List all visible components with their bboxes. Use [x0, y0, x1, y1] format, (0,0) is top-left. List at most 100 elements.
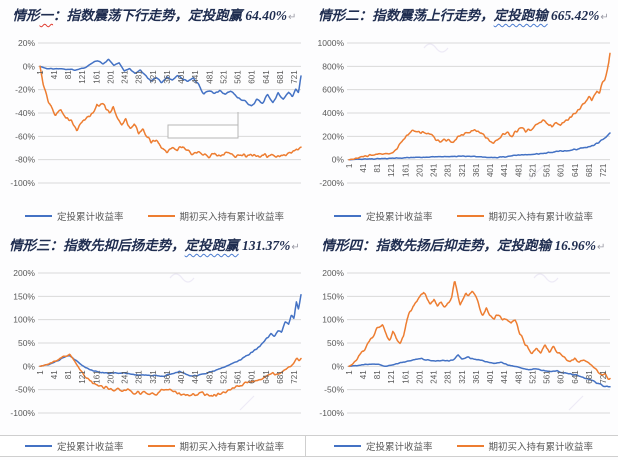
- svg-text:521: 521: [219, 70, 228, 84]
- svg-text:161: 161: [401, 370, 410, 384]
- eol-mark: ↵: [597, 242, 606, 253]
- title-segment: 一: [39, 8, 54, 23]
- legend-item-dca: 定投累计收益率: [24, 209, 124, 223]
- legend-line-swatch-blue: [24, 445, 52, 447]
- svg-text:150%: 150%: [322, 291, 344, 301]
- legend-label: 期初买入持有累计收益率: [179, 442, 285, 453]
- svg-text:1: 1: [345, 163, 354, 168]
- line-chart-scenario-1: 20% 0% -20% -40% -60% -80% -100% 1 41 81 121 161 201…: [10, 38, 302, 188]
- svg-text:201: 201: [106, 70, 115, 84]
- svg-text:641: 641: [262, 370, 271, 384]
- svg-text:561: 561: [543, 370, 552, 384]
- svg-text:401: 401: [177, 70, 186, 84]
- svg-text:601: 601: [557, 163, 566, 177]
- svg-text:361: 361: [472, 370, 481, 384]
- svg-text:81: 81: [373, 163, 382, 172]
- svg-text:481: 481: [205, 70, 214, 84]
- legend-label: 期初买入持有累计收益率: [488, 442, 594, 453]
- svg-text:241: 241: [430, 163, 439, 177]
- svg-text:441: 441: [191, 370, 200, 384]
- svg-text:361: 361: [472, 163, 481, 177]
- svg-text:281: 281: [135, 370, 144, 384]
- legend-item-buyhold: 期初买入持有累计收益率: [147, 439, 285, 453]
- svg-text:521: 521: [528, 370, 537, 384]
- legend-label: 期初买入持有累计收益率: [179, 212, 285, 223]
- svg-text:641: 641: [262, 70, 271, 84]
- svg-text:-50%: -50%: [324, 385, 344, 395]
- svg-text:281: 281: [444, 163, 453, 177]
- eol-mark: ↵: [288, 12, 297, 23]
- svg-text:-40%: -40%: [15, 108, 35, 118]
- svg-text:161: 161: [92, 70, 101, 84]
- svg-text:281: 281: [444, 370, 453, 384]
- chart-legend: 定投累计收益率 期初买入持有累计收益率: [0, 432, 314, 460]
- chart-legend: 定投累计收益率 期初买入持有累计收益率: [0, 202, 309, 230]
- svg-text:1: 1: [345, 370, 354, 375]
- line-chart-scenario-2: 1000% 800% 600% 400% 200% 0% -200% 1 41 81 121 161 2…: [318, 38, 611, 188]
- panel-scenario-2: 情形二：指数震荡上行走势，定投跑输 665.42%↵ 1000% 800% 600%…: [309, 0, 618, 230]
- svg-text:-200%: -200%: [319, 178, 344, 188]
- svg-text:121: 121: [78, 370, 87, 384]
- svg-text:401: 401: [486, 163, 495, 177]
- legend-line-swatch-blue: [333, 215, 361, 217]
- svg-text:521: 521: [528, 163, 537, 177]
- svg-text:321: 321: [458, 370, 467, 384]
- legend-label: 定投累计收益率: [365, 212, 433, 223]
- panel-title: 情形一：指数震荡下行走势，定投跑赢 64.40%↵: [0, 0, 309, 30]
- svg-text:41: 41: [359, 163, 368, 172]
- title-segment: 定投跑输: [493, 8, 548, 23]
- svg-text:721: 721: [599, 163, 608, 177]
- svg-text:-100%: -100%: [10, 408, 35, 418]
- svg-text:281: 281: [135, 70, 144, 84]
- svg-text:1: 1: [36, 370, 45, 375]
- svg-text:100%: 100%: [322, 315, 344, 325]
- svg-text:150%: 150%: [13, 291, 35, 301]
- svg-text:561: 561: [543, 163, 552, 177]
- svg-text:561: 561: [234, 70, 243, 84]
- svg-text:100%: 100%: [13, 315, 35, 325]
- svg-text:401: 401: [486, 370, 495, 384]
- svg-text:361: 361: [163, 370, 172, 384]
- svg-text:721: 721: [599, 370, 608, 384]
- svg-text:481: 481: [205, 370, 214, 384]
- svg-text:0%: 0%: [23, 361, 36, 371]
- svg-text:1: 1: [36, 70, 45, 75]
- eol-mark: ↵: [600, 12, 609, 23]
- chart-legend: 定投累计收益率 期初买入持有累计收益率: [304, 432, 618, 460]
- legend-item-dca: 定投累计收益率: [333, 209, 433, 223]
- svg-text:600%: 600%: [322, 85, 344, 95]
- svg-text:441: 441: [500, 163, 509, 177]
- title-segment: 131.37%: [238, 238, 291, 253]
- svg-text:20%: 20%: [18, 38, 35, 48]
- svg-text:241: 241: [121, 370, 130, 384]
- svg-text:121: 121: [78, 70, 87, 84]
- title-segment: 情形: [12, 8, 40, 23]
- legend-item-buyhold: 期初买入持有累计收益率: [456, 439, 594, 453]
- svg-text:50%: 50%: [327, 338, 344, 348]
- svg-text:1000%: 1000%: [318, 38, 345, 48]
- svg-text:201: 201: [415, 370, 424, 384]
- legend-line-swatch-orange: [456, 215, 484, 217]
- svg-text:0%: 0%: [332, 361, 345, 371]
- line-chart-scenario-3: 200% 150% 100% 50% 0% -50% -100% 1 41 81 121 161 201…: [10, 268, 302, 418]
- svg-text:321: 321: [149, 70, 158, 84]
- svg-text:41: 41: [50, 70, 59, 79]
- title-segment: ：指数震荡下行走势，定投跑赢 64.40%: [53, 8, 288, 23]
- legend-line-swatch-blue: [24, 215, 52, 217]
- svg-text:200%: 200%: [13, 268, 35, 278]
- svg-text:721: 721: [290, 70, 299, 84]
- svg-text:-80%: -80%: [15, 155, 35, 165]
- legend-item-dca: 定投累计收益率: [333, 439, 433, 453]
- svg-text:201: 201: [106, 370, 115, 384]
- title-segment: 情形二：指数震荡上行走势，: [318, 8, 494, 23]
- svg-text:121: 121: [387, 163, 396, 177]
- legend-line-swatch-blue: [333, 445, 361, 447]
- legend-item-dca: 定投累计收益率: [24, 439, 124, 453]
- panel-scenario-3: 情形三：指数先抑后扬走势，定投跑赢 131.37%↵ 200% 150% 100% 5…: [0, 230, 314, 460]
- svg-text:-60%: -60%: [15, 131, 35, 141]
- title-segment: 定投跑赢: [184, 238, 239, 253]
- svg-text:321: 321: [458, 163, 467, 177]
- svg-text:-100%: -100%: [319, 408, 344, 418]
- svg-text:200%: 200%: [322, 131, 344, 141]
